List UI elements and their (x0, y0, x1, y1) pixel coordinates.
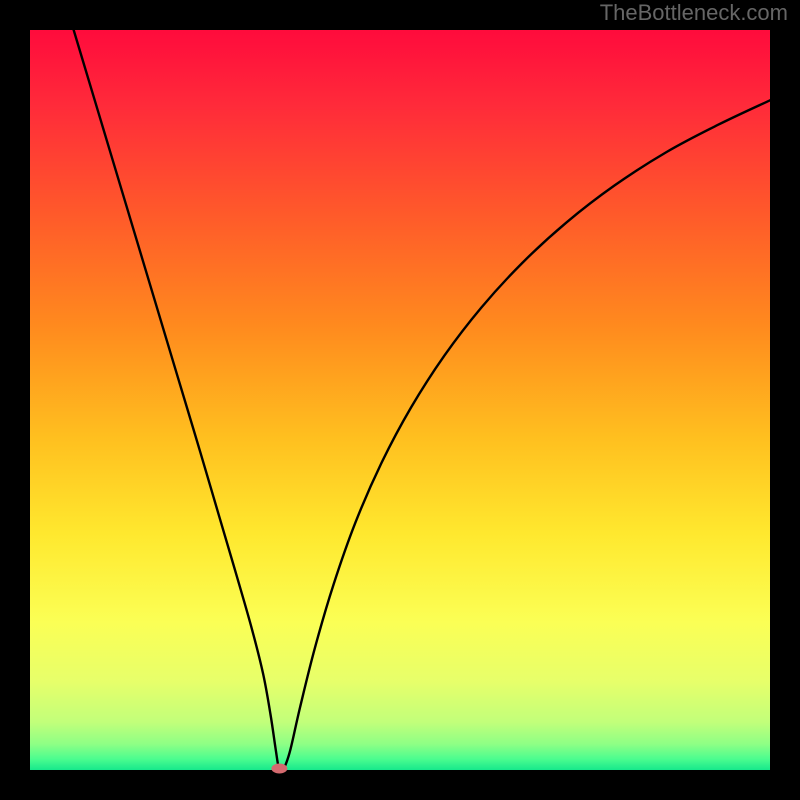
bottleneck-chart-container: TheBottleneck.com (0, 0, 800, 800)
bottleneck-chart-svg (0, 0, 800, 800)
chart-gradient-background (30, 30, 770, 770)
curve-minimum-marker (271, 764, 287, 774)
